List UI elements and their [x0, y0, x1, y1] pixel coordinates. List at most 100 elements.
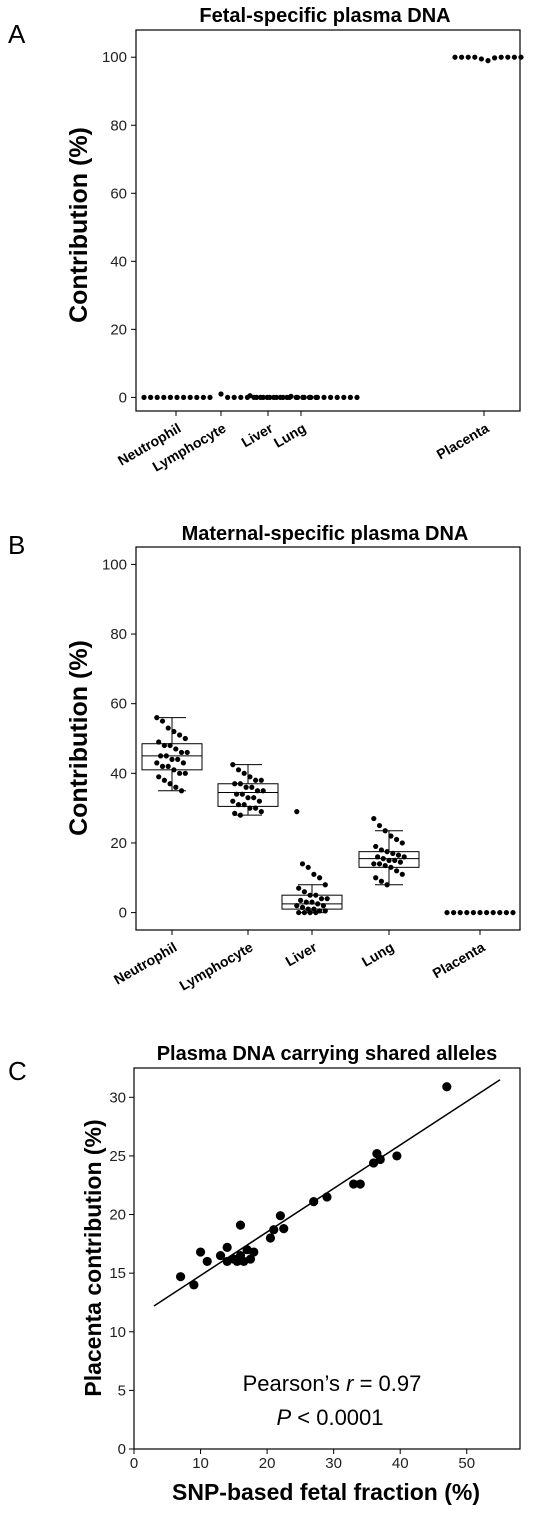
panel-b-point-placenta: [444, 909, 450, 916]
c-x-tick-label: 10: [192, 1455, 209, 1472]
panel-b-point-lymphocyte: [245, 795, 251, 801]
panel-b-point-lung: [388, 864, 394, 870]
panel-a-point-lymphocyte: [238, 394, 244, 400]
panel-b-point-lymphocyte: [237, 781, 243, 787]
panel-c-point: [235, 1220, 246, 1230]
panel-b-point-placenta: [490, 909, 496, 916]
panel-b-point-placenta: [451, 909, 457, 916]
panel-b-point-neutrophil: [156, 739, 162, 745]
panel-a-y-axis-label: Contribution (%): [65, 127, 93, 323]
panel-a-point-liver: [273, 394, 279, 400]
a-y-tick-label: 20: [110, 321, 127, 338]
panel-c-point: [222, 1242, 232, 1252]
panel-b-point-placenta: [503, 909, 509, 916]
panel-b-point-lymphocyte: [235, 802, 242, 808]
panel-a-point-lung: [354, 394, 360, 400]
panel-c-point: [249, 1247, 259, 1257]
panel-b-point-lung: [376, 822, 383, 829]
panel-b-point-lymphocyte: [249, 784, 255, 790]
panel-b-point-lung: [373, 875, 379, 881]
panel-a-point-neutrophil: [174, 394, 180, 400]
a-category-label-placenta: Placenta: [434, 420, 492, 463]
panel-b-point-lung: [373, 843, 379, 850]
panel-c-p-value-annotation: P < 0.0001: [276, 1405, 383, 1430]
a-y-tick-label: 80: [110, 117, 127, 134]
panel-b-point-placenta: [510, 909, 516, 916]
panel-a-point-lung: [321, 394, 327, 400]
panel-b-point-lymphocyte: [239, 791, 245, 797]
panel-b-point-lymphocyte: [247, 805, 253, 811]
c-x-tick-label: 30: [325, 1455, 342, 1472]
stat-r-symbol: r: [346, 1371, 355, 1396]
b-y-tick-label: 0: [119, 905, 127, 922]
panel-c-point: [215, 1250, 226, 1261]
panel-a-point-lung: [341, 394, 347, 400]
stat-p-symbol: P: [276, 1405, 291, 1430]
panel-a-point-neutrophil: [200, 394, 206, 400]
panel-c-x-axis-label: SNP-based fetal fraction (%): [172, 1479, 480, 1505]
panel-b-point-liver: [296, 909, 302, 916]
panel-b-point-liver: [294, 903, 300, 909]
panel-b-point-liver: [322, 882, 328, 888]
panel-b-point-liver: [320, 903, 326, 909]
panel-a-point-liver: [247, 393, 253, 399]
panel-b-point-neutrophil: [154, 715, 160, 721]
panel-b-point-placenta: [484, 909, 490, 916]
panel-c: C Plasma DNA carrying shared alleles Pla…: [8, 1043, 521, 1505]
panel-b-point-neutrophil: [165, 763, 171, 769]
panel-a-point-neutrophil: [161, 394, 167, 400]
panel-b-point-neutrophil: [154, 760, 160, 766]
panel-b-y-axis-label: Contribution (%): [65, 640, 93, 836]
panel-b-point-lymphocyte: [241, 802, 247, 808]
panel-a-point-placenta: [485, 58, 491, 64]
panel-b-point-neutrophil: [184, 749, 190, 756]
panel-b-point-neutrophil: [169, 756, 175, 762]
a-category-label-liver: Liver: [239, 419, 276, 450]
panel-a-point-neutrophil: [194, 394, 200, 400]
panel-b-point-liver: [307, 892, 313, 898]
panel-b-point-lymphocyte: [253, 805, 259, 811]
panel-a-point-lung: [301, 394, 307, 400]
panel-a-point-lymphocyte: [225, 394, 231, 400]
panel-b-point-neutrophil: [158, 753, 164, 759]
panel-b-point-lung: [384, 849, 390, 855]
b-y-tick-label: 20: [110, 835, 127, 852]
b-y-tick-label: 80: [110, 626, 127, 643]
a-y-tick-label: 100: [102, 49, 127, 66]
a-y-tick-label: 60: [110, 185, 127, 202]
panel-b-point-lung: [375, 854, 381, 860]
panel-b-point-liver: [294, 809, 300, 815]
panel-b-point-lymphocyte: [260, 788, 266, 794]
panel-b-point-liver: [303, 899, 309, 905]
panel-b-point-lymphocyte: [237, 812, 243, 818]
panel-b-point-liver: [311, 871, 317, 877]
panel-b-point-liver: [322, 908, 328, 914]
panel-b-point-placenta: [470, 909, 476, 916]
panel-a-point-liver: [260, 394, 266, 400]
c-x-tick-label: 50: [458, 1455, 475, 1472]
panel-b-point-lymphocyte: [251, 795, 257, 801]
panel-a-point-placenta: [498, 54, 504, 60]
panel-c-point: [355, 1179, 365, 1189]
panel-c-y-axis-label: Placenta contribution (%): [80, 1119, 106, 1396]
panel-b-point-liver: [296, 885, 302, 891]
panel-c-point: [375, 1154, 385, 1165]
panel-b-point-neutrophil: [161, 777, 167, 783]
panel-b-point-lymphocyte: [234, 791, 240, 797]
panel-b-point-lung: [399, 871, 405, 877]
stat-prefix: Pearson’s: [243, 1371, 347, 1396]
panel-b-point-lymphocyte: [235, 767, 242, 773]
panel-c-point: [349, 1179, 359, 1189]
panel-a-point-lung: [288, 393, 294, 399]
panel-b-point-lymphocyte: [230, 762, 236, 768]
panel-b-point-lymphocyte: [243, 784, 249, 790]
panel-a-point-neutrophil: [148, 394, 154, 400]
panel-a-point-placenta: [459, 54, 465, 60]
panel-a-point-neutrophil: [141, 394, 147, 400]
panel-a-point-neutrophil: [187, 394, 193, 400]
panel-b-point-lymphocyte: [258, 777, 264, 783]
panel-c-point: [275, 1211, 286, 1221]
panel-b-point-lung: [394, 836, 400, 843]
panel-c-point: [269, 1225, 279, 1235]
panel-b-title: Maternal-specific plasma DNA: [182, 523, 469, 545]
